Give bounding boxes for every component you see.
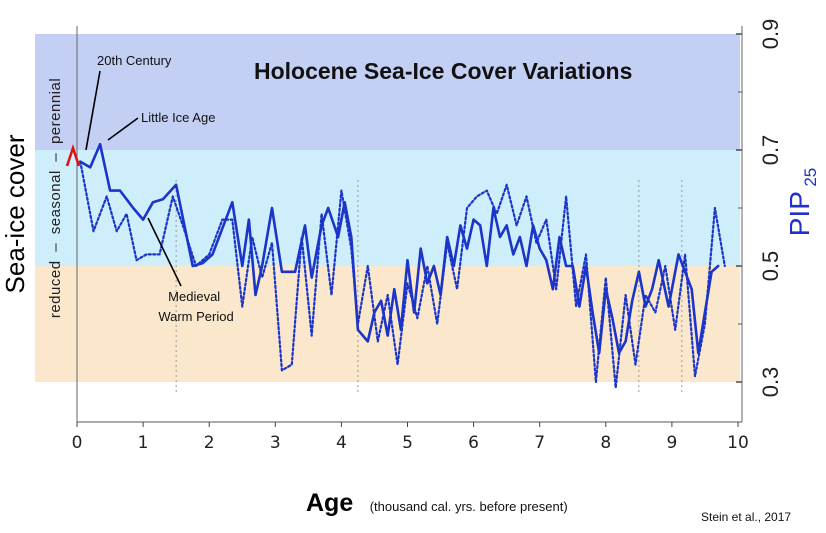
band-perennial <box>35 34 740 150</box>
series-line-dotted <box>79 160 726 389</box>
zone-labels: reduced – seasonal – perennial <box>47 78 64 318</box>
y-axis-ticks: 0.3 0.5 0.7 0.9 <box>736 19 783 398</box>
x-tick-label-0: 0 <box>72 433 83 453</box>
x-tick-label-10: 10 <box>727 433 749 453</box>
x-axis-label: Age (thousand cal. yrs. before present) <box>306 489 568 517</box>
annotation-medieval-warm-period: Medieval Warm Period <box>158 289 233 324</box>
y-axis-left-label: Sea-ice cover <box>0 134 30 293</box>
present-marker-icon <box>65 144 81 167</box>
x-tick-label-9: 9 <box>666 433 677 453</box>
annotation-little-ice-age: Little Ice Age <box>141 110 215 125</box>
x-tick-label-5: 5 <box>402 433 413 453</box>
annotation-20th-century-pointer <box>85 70 101 151</box>
pip-label-main: PIP <box>784 191 815 236</box>
annotation-20th-century: 20th Century <box>97 53 172 68</box>
x-tick-label-3: 3 <box>270 433 281 453</box>
x-axis-ticks: 0 1 2 3 4 5 6 7 8 9 10 <box>72 422 749 453</box>
x-tick-label-1: 1 <box>138 433 149 453</box>
x-tick-label-2: 2 <box>204 433 215 453</box>
annotation-mwp-line1: Medieval <box>168 289 220 304</box>
x-tick-label-7: 7 <box>534 433 545 453</box>
data-series <box>79 142 726 389</box>
x-tick-label-4: 4 <box>336 433 347 453</box>
x-tick-label-8: 8 <box>600 433 611 453</box>
zone-seasonal-label: seasonal <box>47 170 64 234</box>
x-axis-label-note: (thousand cal. yrs. before present) <box>370 499 568 514</box>
zone-separator-2: – <box>47 153 64 162</box>
chart-title: Holocene Sea-Ice Cover Variations <box>254 58 632 84</box>
zone-perennial-label: perennial <box>47 78 64 144</box>
source-credit: Stein et al., 2017 <box>701 510 791 524</box>
band-reduced <box>35 266 740 382</box>
y-tick-label-0.3: 0.3 <box>758 367 783 398</box>
zone-reduced-label: reduced <box>47 260 64 318</box>
pip-label-sub: 25 <box>801 168 820 187</box>
y-axis-right-label: PIP 25 <box>784 168 820 237</box>
y-tick-label-0.5: 0.5 <box>758 251 783 282</box>
age-marker-lines <box>175 180 683 395</box>
annotation-mwp-pointer <box>147 217 182 287</box>
annotation-mwp-line2: Warm Period <box>158 309 233 324</box>
y-tick-label-0.9: 0.9 <box>758 19 783 50</box>
zone-separator-1: – <box>47 243 64 252</box>
annotation-little-ice-age-pointer <box>107 117 139 141</box>
y-tick-label-0.7: 0.7 <box>758 135 783 166</box>
band-seasonal <box>35 150 740 266</box>
x-tick-label-6: 6 <box>468 433 479 453</box>
x-axis-label-main: Age <box>306 489 353 517</box>
